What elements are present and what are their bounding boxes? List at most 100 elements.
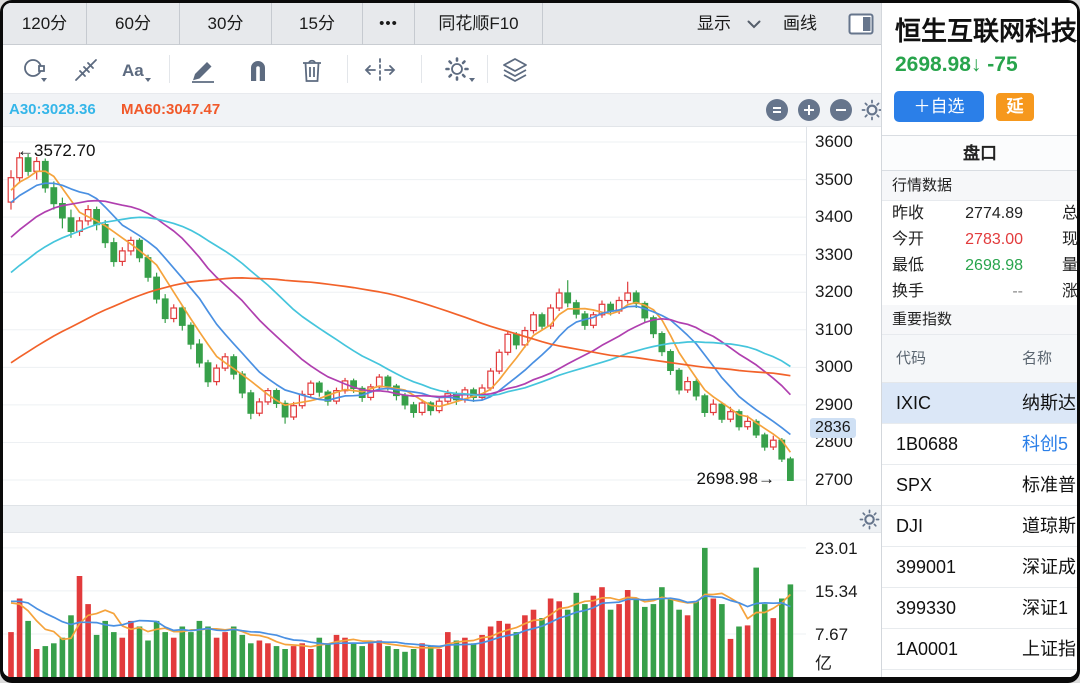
- quote-value: --: [1012, 283, 1023, 300]
- col-header-name: 名称: [1022, 350, 1053, 367]
- quote-label: 最低: [892, 257, 925, 274]
- volume-axis: 23.01 15.34 7.67 亿: [806, 533, 881, 677]
- volume-axis-tick: 23.01: [815, 539, 858, 558]
- price-plot: [3, 141, 806, 481]
- quote-next-col: 现: [1062, 231, 1077, 248]
- quote-row-open: 今开 2783.00 现: [882, 227, 1077, 253]
- volume-settings-icon[interactable]: [859, 509, 880, 530]
- price-chart-pane[interactable]: ←3572.70 2698.98→: [3, 127, 881, 505]
- price-axis-tick: 2700: [815, 470, 853, 489]
- col-header-code: 代码: [896, 350, 927, 367]
- price-axis-tick: 3000: [815, 357, 853, 376]
- volume-plot: [3, 547, 806, 677]
- index-name: 科创5: [1022, 434, 1069, 454]
- quote-row-turnover: 换手 -- 涨: [882, 279, 1077, 305]
- index-row-dji[interactable]: DJI 道琼斯: [882, 506, 1077, 547]
- index-row-1a0001[interactable]: 1A0001 上证指: [882, 629, 1077, 670]
- quote-label: 今开: [892, 231, 925, 248]
- quote-value: 2698.98: [965, 257, 1023, 274]
- index-row-399001[interactable]: 399001 深证成: [882, 547, 1077, 588]
- price-axis-highlight: 2836: [810, 418, 856, 438]
- last-price: 2698.98↓ -75: [895, 53, 1018, 77]
- price-value: 2698.98↓: [895, 53, 982, 76]
- text-tool-icon[interactable]: Aa: [119, 55, 151, 85]
- price-axis: 3600 3500 3400 3300 3200 3100 3000 2900 2800 2700…: [806, 127, 881, 505]
- index-row-spx[interactable]: SPX 标准普: [882, 465, 1077, 506]
- tab-15min[interactable]: 15分: [272, 3, 363, 45]
- magnet-tool-icon[interactable]: [243, 55, 273, 85]
- volume-unit-label: 亿: [815, 654, 832, 673]
- app-content: 120分 60分 30分 15分 ••• 同花顺F10 显示 画线 Aa: [3, 3, 1077, 677]
- quote-value: 2783.00: [965, 231, 1023, 248]
- drawing-toolbar: Aa: [3, 45, 881, 94]
- horizontal-expand-icon[interactable]: [363, 55, 396, 85]
- auto-scale-button[interactable]: [766, 99, 788, 121]
- index-name: 道琼斯: [1022, 516, 1076, 536]
- quote-next-col: 涨: [1062, 283, 1077, 300]
- index-row-1b0688[interactable]: 1B0688 科创5: [882, 424, 1077, 465]
- index-table-header: 代码 名称: [882, 335, 1077, 383]
- zoom-in-button[interactable]: [798, 99, 820, 121]
- quote-row-prev-close: 昨收 2774.89 总: [882, 201, 1077, 227]
- display-menu[interactable]: 显示: [697, 14, 731, 33]
- tab-120min[interactable]: 120分: [3, 3, 87, 45]
- delayed-quote-badge: 延: [996, 93, 1034, 121]
- settings-tool-icon[interactable]: [443, 55, 475, 85]
- draw-line-button[interactable]: 画线: [783, 14, 817, 33]
- layers-tool-icon[interactable]: [500, 55, 530, 85]
- panel-toggle-icon[interactable]: [848, 13, 874, 35]
- zoom-out-button[interactable]: [830, 99, 852, 121]
- quote-row-low: 最低 2698.98 量: [882, 253, 1077, 279]
- index-code: DJI: [896, 516, 923, 536]
- index-code: IXIC: [896, 393, 932, 413]
- index-code: SPX: [896, 475, 933, 495]
- index-name: 深证成: [1022, 557, 1076, 577]
- price-axis-tick: 2900: [815, 395, 853, 414]
- index-row-ixic[interactable]: IXIC 纳斯达: [882, 383, 1077, 424]
- price-axis-tick: 3300: [815, 245, 853, 264]
- chart-settings-icon[interactable]: [861, 99, 883, 121]
- index-name: 深证1: [1022, 598, 1069, 618]
- gann-tool-icon[interactable]: [71, 55, 101, 85]
- quote-value: 2774.89: [965, 205, 1023, 222]
- pencil-tool-icon[interactable]: [187, 55, 217, 85]
- tab-60min[interactable]: 60分: [87, 3, 180, 45]
- ma30-label: A30:3028.36: [9, 101, 96, 118]
- price-axis-tick: 3200: [815, 282, 853, 301]
- index-name: 标准普: [1022, 475, 1076, 495]
- svg-text:Aa: Aa: [122, 61, 144, 80]
- index-section-header: 重要指数: [882, 305, 1077, 335]
- price-change: -75: [987, 53, 1018, 76]
- quote-side-panel: 恒生互联网科技 2698.98↓ -75 ＋自选 延 盘口 行情数据 昨收 27…: [881, 3, 1077, 677]
- quote-section-header: 行情数据: [882, 171, 1077, 201]
- quote-next-col: 量: [1062, 257, 1077, 274]
- ma60-label: MA60:3047.47: [121, 101, 221, 118]
- tab-30min[interactable]: 30分: [180, 3, 272, 45]
- instrument-title: 恒生互联网科技: [895, 16, 1077, 46]
- index-code: 399001: [896, 557, 957, 577]
- price-axis-tick: 3400: [815, 207, 853, 226]
- chevron-down-icon: [747, 20, 761, 29]
- volume-pane-header: [3, 505, 881, 533]
- cursor-tool-icon[interactable]: [20, 55, 50, 85]
- index-name: 上证指: [1022, 639, 1076, 659]
- volume-chart-pane[interactable]: [3, 533, 881, 677]
- add-watchlist-button[interactable]: ＋自选: [894, 91, 984, 122]
- price-axis-border: [806, 127, 807, 505]
- peak-price-annotation: ←3572.70: [17, 141, 96, 160]
- index-row-399330[interactable]: 399330 深证1: [882, 588, 1077, 629]
- price-axis-tick: 3100: [815, 320, 853, 339]
- period-toolbar: 120分 60分 30分 15分 ••• 同花顺F10 显示 画线: [3, 3, 881, 45]
- tab-ths-f10[interactable]: 同花顺F10: [415, 3, 543, 45]
- volume-axis-tick: 7.67: [815, 625, 849, 644]
- pankou-tab[interactable]: 盘口: [882, 135, 1077, 171]
- price-axis-tick: 3600: [815, 132, 853, 151]
- index-name: 纳斯达: [1022, 393, 1076, 413]
- tab-more-periods[interactable]: •••: [363, 3, 415, 45]
- quote-label: 昨收: [892, 205, 925, 222]
- trash-tool-icon[interactable]: [297, 55, 327, 85]
- volume-axis-tick: 15.34: [815, 582, 858, 601]
- last-price-annotation: 2698.98→: [696, 469, 775, 488]
- quote-label: 换手: [892, 283, 925, 300]
